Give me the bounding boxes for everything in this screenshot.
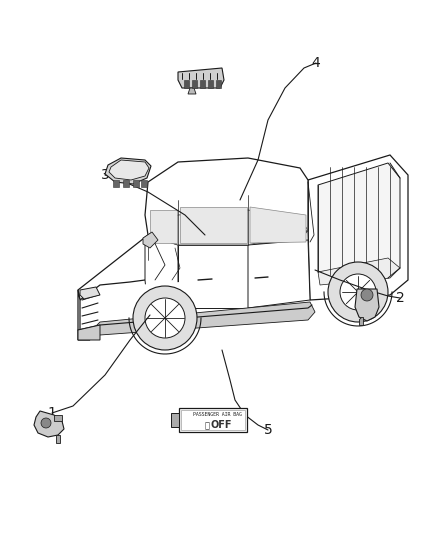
Text: 3: 3 — [101, 168, 110, 182]
Polygon shape — [56, 435, 60, 443]
Polygon shape — [192, 80, 197, 88]
Polygon shape — [200, 80, 205, 88]
Polygon shape — [359, 317, 363, 325]
Circle shape — [361, 289, 373, 301]
Polygon shape — [250, 207, 306, 243]
Polygon shape — [113, 180, 119, 187]
Text: 2: 2 — [396, 291, 404, 305]
Circle shape — [145, 298, 185, 338]
Text: 1: 1 — [48, 406, 57, 420]
Polygon shape — [308, 155, 408, 300]
Polygon shape — [184, 80, 189, 88]
Polygon shape — [105, 158, 151, 184]
FancyBboxPatch shape — [179, 408, 247, 432]
Polygon shape — [92, 302, 315, 335]
Text: 4: 4 — [311, 56, 320, 70]
Polygon shape — [318, 258, 400, 285]
Polygon shape — [216, 80, 221, 88]
Text: 5: 5 — [264, 423, 272, 437]
Circle shape — [41, 418, 51, 428]
Circle shape — [340, 274, 376, 310]
Polygon shape — [208, 80, 213, 88]
Polygon shape — [78, 290, 90, 340]
Circle shape — [133, 286, 197, 350]
Polygon shape — [133, 180, 139, 187]
Circle shape — [328, 262, 388, 322]
Text: OFF: OFF — [210, 420, 232, 430]
FancyBboxPatch shape — [171, 413, 179, 427]
Polygon shape — [318, 163, 400, 278]
Text: PASSENGER AIR BAG: PASSENGER AIR BAG — [193, 413, 241, 417]
Polygon shape — [248, 240, 310, 308]
Polygon shape — [143, 232, 158, 248]
Polygon shape — [150, 210, 177, 243]
Polygon shape — [78, 235, 180, 300]
Polygon shape — [34, 411, 64, 437]
Polygon shape — [120, 280, 210, 308]
Polygon shape — [355, 289, 379, 321]
Polygon shape — [178, 68, 224, 88]
Polygon shape — [188, 88, 196, 94]
Polygon shape — [141, 180, 147, 187]
Text: ⛔: ⛔ — [205, 422, 209, 431]
Polygon shape — [145, 235, 178, 310]
Polygon shape — [78, 325, 100, 340]
Polygon shape — [180, 207, 247, 243]
Polygon shape — [54, 415, 62, 421]
Polygon shape — [148, 210, 308, 245]
Polygon shape — [145, 158, 308, 245]
Polygon shape — [123, 180, 129, 187]
Polygon shape — [109, 160, 149, 180]
Polygon shape — [80, 287, 100, 299]
Polygon shape — [178, 245, 248, 308]
